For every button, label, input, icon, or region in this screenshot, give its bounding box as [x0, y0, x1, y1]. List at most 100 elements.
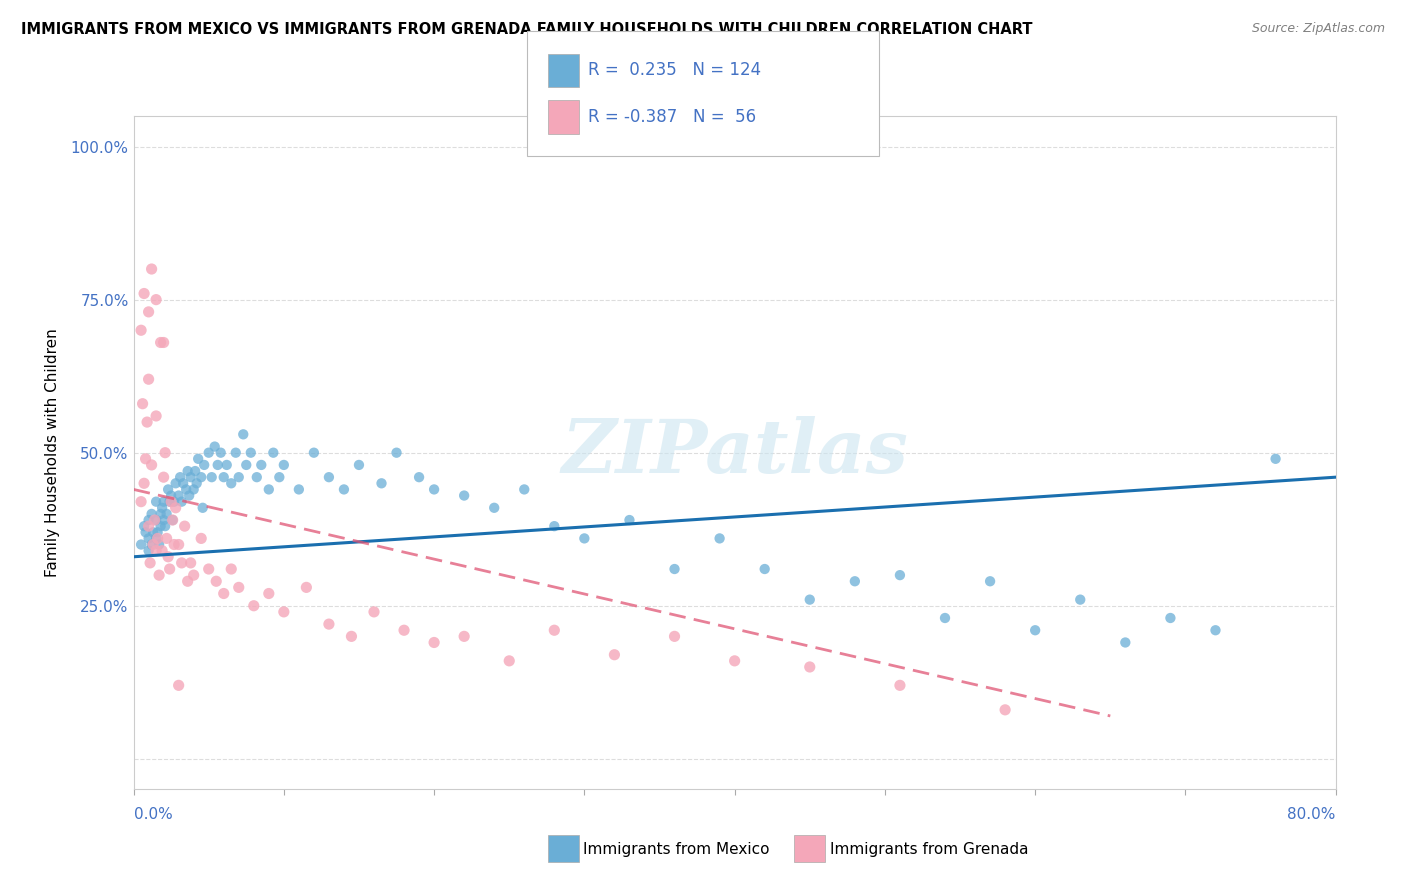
Point: [273, 458, 295, 472]
Point: [183, 568, 205, 582]
Point: [201, 470, 224, 484]
Point: [138, 513, 160, 527]
Point: [408, 470, 430, 484]
Point: [257, 586, 280, 600]
Point: [165, 476, 187, 491]
Point: [135, 451, 157, 466]
Point: [139, 556, 162, 570]
Point: [170, 556, 193, 570]
Point: [219, 562, 242, 576]
Point: [159, 562, 181, 576]
Point: [176, 574, 198, 589]
Point: [318, 617, 340, 632]
Point: [799, 660, 821, 674]
Point: [889, 678, 911, 692]
Point: [212, 586, 235, 600]
Point: [246, 470, 269, 484]
Point: [574, 532, 596, 546]
Y-axis label: Family Households with Children: Family Households with Children: [45, 328, 59, 577]
Point: [619, 513, 641, 527]
Point: [149, 507, 172, 521]
Point: [173, 519, 195, 533]
Point: [934, 611, 956, 625]
Point: [392, 624, 415, 638]
Point: [273, 605, 295, 619]
Text: ZIPatlas: ZIPatlas: [561, 417, 908, 489]
Point: [163, 537, 186, 551]
Point: [225, 446, 247, 460]
Text: Immigrants from Grenada: Immigrants from Grenada: [830, 842, 1028, 856]
Point: [157, 483, 180, 497]
Point: [169, 470, 191, 484]
Point: [157, 549, 180, 564]
Point: [257, 483, 280, 497]
Point: [179, 489, 201, 503]
Point: [159, 494, 181, 508]
Point: [190, 532, 212, 546]
Point: [543, 624, 565, 638]
Point: [288, 483, 311, 497]
Text: R =  0.235   N = 124: R = 0.235 N = 124: [588, 62, 761, 79]
Point: [484, 500, 506, 515]
Point: [148, 568, 170, 582]
Point: [333, 483, 356, 497]
Point: [149, 335, 172, 350]
Point: [543, 519, 565, 533]
Point: [1264, 451, 1286, 466]
Point: [145, 494, 167, 508]
Point: [167, 537, 190, 551]
Point: [209, 446, 232, 460]
Point: [162, 513, 184, 527]
Point: [132, 476, 155, 491]
Point: [163, 494, 186, 508]
Point: [141, 458, 163, 472]
Point: [145, 293, 167, 307]
Point: [174, 483, 197, 497]
Point: [232, 427, 254, 442]
Point: [191, 500, 214, 515]
Point: [167, 489, 190, 503]
Point: [160, 494, 183, 508]
Point: [132, 286, 155, 301]
Point: [1114, 635, 1136, 649]
Point: [141, 537, 163, 551]
Point: [135, 525, 157, 540]
Point: [187, 451, 209, 466]
Point: [228, 470, 250, 484]
Point: [385, 446, 408, 460]
Text: 0.0%: 0.0%: [134, 807, 173, 822]
Point: [347, 458, 370, 472]
Point: [145, 513, 167, 527]
Point: [197, 446, 219, 460]
Point: [664, 562, 686, 576]
Text: IMMIGRANTS FROM MEXICO VS IMMIGRANTS FROM GRENADA FAMILY HOUSEHOLDS WITH CHILDRE: IMMIGRANTS FROM MEXICO VS IMMIGRANTS FRO…: [21, 22, 1032, 37]
Point: [129, 494, 152, 508]
Text: Immigrants from Mexico: Immigrants from Mexico: [583, 842, 770, 856]
Point: [269, 470, 291, 484]
Text: Source: ZipAtlas.com: Source: ZipAtlas.com: [1251, 22, 1385, 36]
Point: [207, 458, 229, 472]
Point: [453, 489, 475, 503]
Point: [152, 494, 174, 508]
Point: [799, 592, 821, 607]
Point: [160, 489, 183, 503]
Point: [150, 500, 173, 515]
Point: [148, 537, 170, 551]
Point: [167, 678, 190, 692]
Point: [243, 599, 266, 613]
Point: [370, 476, 392, 491]
Text: 80.0%: 80.0%: [1288, 807, 1336, 822]
Point: [453, 629, 475, 643]
Point: [129, 323, 152, 337]
Point: [129, 537, 152, 551]
Point: [162, 513, 184, 527]
Point: [212, 470, 235, 484]
Point: [190, 470, 212, 484]
Point: [172, 476, 194, 491]
Point: [302, 446, 325, 460]
Point: [513, 483, 536, 497]
Point: [156, 532, 179, 546]
Point: [142, 537, 165, 551]
Point: [131, 397, 153, 411]
Point: [363, 605, 385, 619]
